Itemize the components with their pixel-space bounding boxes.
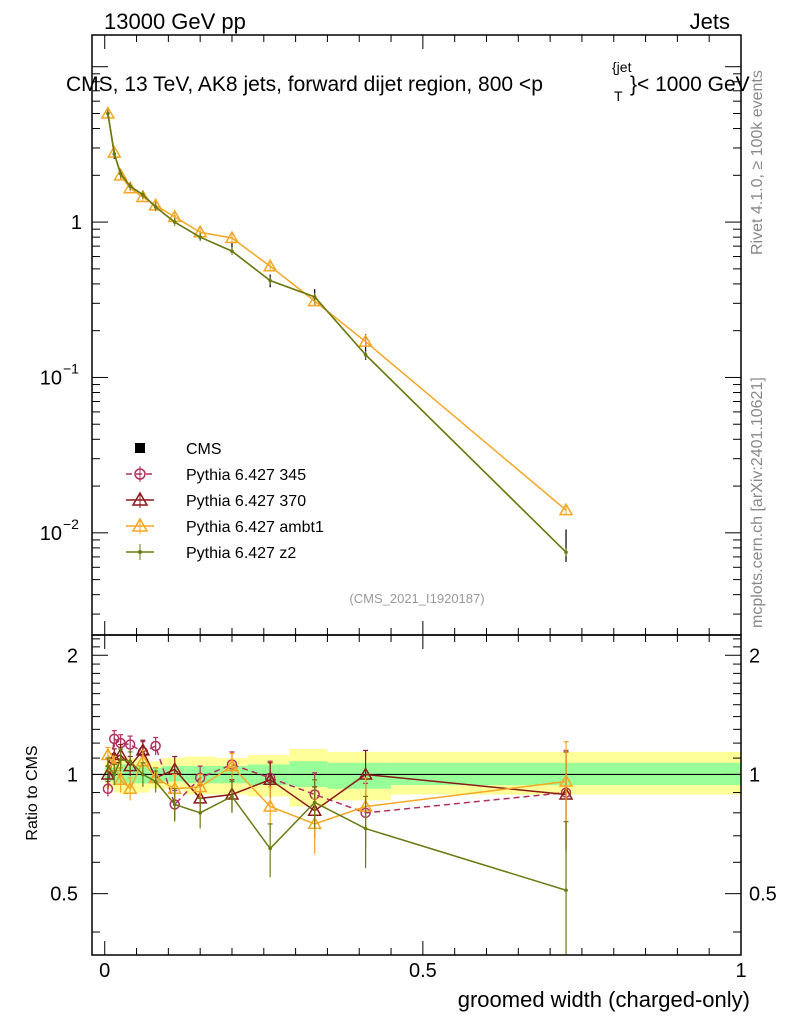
legend-marker-2	[131, 491, 149, 506]
legend-label-1: Pythia 6.427 345	[186, 467, 306, 484]
main-point	[262, 258, 278, 272]
x-tick-label: 1	[735, 960, 746, 982]
ratio-point	[122, 781, 138, 795]
ratio-point	[100, 766, 116, 780]
ratio-y-tick-label: 1	[67, 764, 78, 786]
ratio-point	[198, 811, 202, 815]
ratio-point	[558, 773, 574, 787]
ratio-y-tick-label: 0.5	[50, 884, 78, 906]
header-right: Jets	[690, 9, 730, 34]
main-y-tick-label: 10	[40, 523, 62, 545]
ratio-point	[268, 846, 272, 851]
ratio-point	[312, 800, 317, 805]
main-line-series-2	[107, 113, 567, 511]
main-point	[358, 334, 373, 347]
main-line-series-3	[107, 113, 567, 553]
legend-label-0: CMS	[186, 441, 222, 458]
ratio-point	[262, 798, 278, 812]
side-mcplots-label: mcplots.cern.ch [arXiv:2401.10621]	[749, 377, 766, 628]
ratio-point	[106, 764, 110, 768]
main-point	[135, 189, 151, 203]
ratio-point	[118, 757, 123, 762]
x-axis-label: groomed width (charged-only)	[458, 987, 750, 1012]
main-point	[113, 167, 128, 181]
legend: CMS Pythia 6.427 345 Pythia 6.427 370 Pythi…	[126, 441, 324, 562]
title-end: }< 1000 GeV	[630, 73, 750, 96]
main-y-tick-label: 10	[40, 367, 62, 389]
title-sub: T	[614, 88, 623, 104]
ratio-point	[128, 759, 132, 764]
side-rivet-label: Rivet 4.1.0, ≥ 100k events	[749, 70, 766, 255]
ratio-point	[150, 740, 161, 752]
ratio-plot-frame: 0 0.5 1 0.5 0.5 1 1 2 2	[50, 634, 777, 982]
chart-title: CMS, 13 TeV, AK8 jets, forward dijet reg…	[66, 59, 750, 104]
legend-label-4: Pythia 6.427 z2	[186, 545, 296, 562]
ratio-y-tick-label-right: 0.5	[749, 884, 777, 906]
main-y-tick-label: 1	[71, 212, 82, 234]
legend-label-3: Pythia 6.427 ambt1	[186, 519, 324, 536]
ratio-frame-border	[91, 634, 742, 956]
x-tick-label: 0	[99, 960, 110, 982]
ratio-uncertainty-bands	[92, 748, 741, 807]
main-line-z2-top	[107, 113, 567, 553]
main-y-tick-exp: −1	[63, 360, 79, 376]
ratio-point	[363, 826, 368, 831]
x-tick-label: 0.5	[409, 960, 437, 982]
legend-marker-0	[135, 443, 145, 453]
main-y-tick-exp: −2	[63, 516, 79, 532]
main-point	[558, 502, 574, 516]
ratio-plot-series	[100, 730, 574, 955]
ratio-y-tick-label-right: 2	[749, 645, 760, 667]
ratio-point	[113, 772, 128, 785]
ratio-point	[153, 779, 158, 784]
legend-marker-3	[131, 517, 149, 532]
ratio-y-axis-label: Ratio to CMS	[24, 745, 41, 840]
ratio-point	[230, 794, 234, 799]
main-plot-series	[100, 105, 574, 562]
title-sup: {jet	[612, 59, 632, 75]
ratio-point	[192, 779, 208, 793]
ratio-point	[262, 772, 278, 785]
legend-label-2: Pythia 6.427 370	[186, 493, 306, 510]
ratio-point	[112, 772, 117, 777]
watermark: (CMS_2021_I1920187)	[349, 591, 484, 606]
title-main: CMS, 13 TeV, AK8 jets, forward dijet reg…	[66, 73, 543, 96]
ratio-point	[172, 802, 177, 807]
ratio-point	[224, 758, 240, 772]
ratio-point	[124, 739, 136, 750]
legend-marker-1	[134, 468, 146, 480]
main-point	[224, 230, 240, 244]
ratio-point	[141, 772, 145, 777]
ratio-point	[102, 783, 114, 795]
legend-marker-4	[138, 550, 142, 554]
ratio-y-tick-label: 2	[67, 645, 78, 667]
ratio-point	[564, 888, 568, 893]
main-plot-frame: 110−110−2	[40, 34, 742, 636]
ratio-y-tick-label-right: 1	[749, 764, 760, 786]
header-left: 13000 GeV pp	[104, 9, 246, 34]
